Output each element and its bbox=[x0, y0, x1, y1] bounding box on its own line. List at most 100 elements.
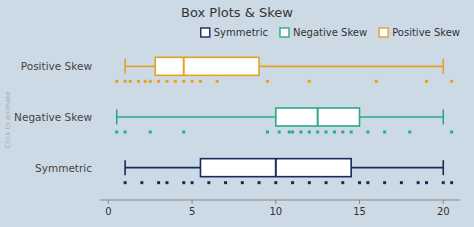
median bbox=[183, 57, 185, 75]
scatter-point bbox=[182, 80, 185, 83]
scatter-point bbox=[174, 80, 177, 83]
legend: Symmetric Negative Skew Positive Skew bbox=[201, 27, 460, 38]
scatter-point bbox=[442, 181, 445, 184]
scatter-point bbox=[274, 181, 277, 184]
legend-item: Negative Skew bbox=[280, 27, 367, 38]
annotation: Click to animate bbox=[4, 92, 12, 149]
scatter-point bbox=[241, 181, 244, 184]
x-tick bbox=[192, 200, 193, 204]
cap-low bbox=[124, 160, 126, 175]
scatter-point bbox=[191, 181, 194, 184]
scatter-point bbox=[425, 80, 428, 83]
whisker-low bbox=[125, 66, 155, 68]
scatter-point bbox=[417, 181, 420, 184]
x-tick-label: 10 bbox=[269, 206, 282, 217]
x-tick bbox=[359, 200, 360, 204]
scatter-point bbox=[341, 181, 344, 184]
legend-label: Symmetric bbox=[214, 27, 268, 38]
y-tick-label: Positive Skew bbox=[21, 60, 93, 72]
legend-swatch bbox=[201, 28, 210, 37]
x-tick bbox=[108, 200, 109, 204]
scatter-point bbox=[224, 181, 227, 184]
scatter-point bbox=[216, 80, 219, 83]
box-group bbox=[115, 57, 453, 83]
scatter-point bbox=[124, 131, 127, 134]
marks bbox=[115, 57, 453, 184]
scatter-point bbox=[358, 181, 361, 184]
whisker-high bbox=[351, 167, 443, 169]
title: Box Plots & Skew bbox=[181, 5, 293, 20]
scatter-point bbox=[408, 131, 411, 134]
scatter-point bbox=[140, 181, 143, 184]
scatter-point bbox=[341, 131, 344, 134]
scatter-point bbox=[308, 131, 311, 134]
median bbox=[317, 108, 319, 126]
x-axis-line bbox=[100, 200, 460, 201]
cap-high bbox=[442, 59, 444, 74]
iqr-box bbox=[276, 108, 360, 126]
scatter-point bbox=[182, 131, 185, 134]
whisker-low bbox=[125, 167, 200, 169]
x-tick-label: 5 bbox=[189, 206, 195, 217]
scatter-point bbox=[266, 131, 269, 134]
scatter-point bbox=[115, 80, 118, 83]
x-tick bbox=[443, 200, 444, 204]
scatter-point bbox=[325, 181, 328, 184]
scatter-point bbox=[450, 131, 453, 134]
scatter-point bbox=[383, 181, 386, 184]
scatter-point bbox=[129, 80, 132, 83]
scatter-point bbox=[157, 181, 160, 184]
scatter-point bbox=[325, 131, 328, 134]
scatter-point bbox=[124, 181, 127, 184]
scatter-point bbox=[149, 131, 152, 134]
x-tick-label: 20 bbox=[437, 206, 450, 217]
scatter-point bbox=[278, 131, 281, 134]
scatter-point bbox=[366, 181, 369, 184]
scatter-point bbox=[266, 80, 269, 83]
scatter-point bbox=[299, 131, 302, 134]
scatter-point bbox=[124, 80, 127, 83]
legend-item: Symmetric bbox=[201, 27, 268, 38]
scatter-point bbox=[182, 181, 185, 184]
scatter-point bbox=[144, 80, 147, 83]
scatter-point bbox=[425, 181, 428, 184]
scatter-point bbox=[199, 80, 202, 83]
scatter-point bbox=[450, 80, 453, 83]
box-group bbox=[115, 108, 453, 134]
scatter-point bbox=[149, 80, 152, 83]
scatter-point bbox=[316, 131, 319, 134]
legend-item: Positive Skew bbox=[379, 27, 460, 38]
scatter-point bbox=[191, 80, 194, 83]
y-tick-label: Symmetric bbox=[35, 162, 92, 174]
scatter-point bbox=[288, 131, 291, 134]
scatter-point bbox=[350, 131, 353, 134]
whisker-high bbox=[360, 116, 444, 118]
scatter-point bbox=[308, 181, 311, 184]
cap-low bbox=[116, 110, 118, 125]
cap-high bbox=[442, 160, 444, 175]
scatter-point bbox=[137, 80, 140, 83]
legend-swatch bbox=[280, 28, 289, 37]
scatter-point bbox=[165, 181, 168, 184]
x-tick bbox=[275, 200, 276, 204]
cap-low bbox=[124, 59, 126, 74]
iqr-box bbox=[155, 57, 259, 75]
scatter-point bbox=[291, 181, 294, 184]
legend-label: Negative Skew bbox=[293, 27, 367, 38]
scatter-point bbox=[450, 181, 453, 184]
cap-high bbox=[442, 110, 444, 125]
scatter-point bbox=[333, 131, 336, 134]
scatter-point bbox=[383, 131, 386, 134]
scatter-point bbox=[207, 181, 210, 184]
box-group bbox=[124, 159, 454, 185]
scatter-point bbox=[375, 80, 378, 83]
iqr-box bbox=[200, 159, 351, 177]
legend-swatch bbox=[379, 28, 388, 37]
x-tick-label: 0 bbox=[105, 206, 111, 217]
whisker-low bbox=[117, 116, 276, 118]
chart: Box Plots & Skew Click to animate Positive… bbox=[0, 0, 474, 227]
scatter-point bbox=[157, 80, 160, 83]
scatter-point bbox=[258, 181, 261, 184]
scatter-point bbox=[308, 80, 311, 83]
scatter-point bbox=[291, 131, 294, 134]
